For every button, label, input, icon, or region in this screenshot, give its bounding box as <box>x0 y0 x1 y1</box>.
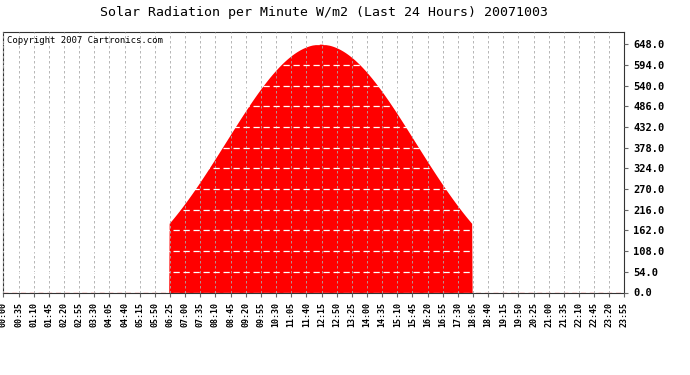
Text: Copyright 2007 Cartronics.com: Copyright 2007 Cartronics.com <box>7 36 162 45</box>
Text: Solar Radiation per Minute W/m2 (Last 24 Hours) 20071003: Solar Radiation per Minute W/m2 (Last 24… <box>100 6 549 19</box>
